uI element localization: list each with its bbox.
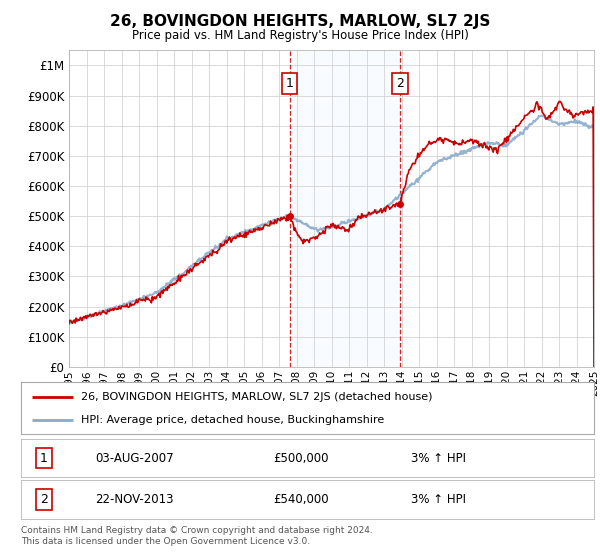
Text: £540,000: £540,000	[273, 493, 329, 506]
Text: £500,000: £500,000	[273, 451, 329, 465]
Text: 1: 1	[40, 451, 48, 465]
Text: 1: 1	[286, 77, 293, 90]
Text: 26, BOVINGDON HEIGHTS, MARLOW, SL7 2JS: 26, BOVINGDON HEIGHTS, MARLOW, SL7 2JS	[110, 14, 490, 29]
Text: Contains HM Land Registry data © Crown copyright and database right 2024.
This d: Contains HM Land Registry data © Crown c…	[21, 526, 373, 546]
Text: 26, BOVINGDON HEIGHTS, MARLOW, SL7 2JS (detached house): 26, BOVINGDON HEIGHTS, MARLOW, SL7 2JS (…	[81, 392, 433, 402]
Text: Price paid vs. HM Land Registry's House Price Index (HPI): Price paid vs. HM Land Registry's House …	[131, 29, 469, 42]
Text: HPI: Average price, detached house, Buckinghamshire: HPI: Average price, detached house, Buck…	[81, 414, 385, 424]
Text: 22-NOV-2013: 22-NOV-2013	[95, 493, 174, 506]
Text: 2: 2	[40, 493, 48, 506]
Bar	[290, 50, 400, 367]
Text: 3% ↑ HPI: 3% ↑ HPI	[410, 493, 466, 506]
Text: 03-AUG-2007: 03-AUG-2007	[95, 451, 174, 465]
Text: 3% ↑ HPI: 3% ↑ HPI	[410, 451, 466, 465]
Text: 2: 2	[396, 77, 404, 90]
